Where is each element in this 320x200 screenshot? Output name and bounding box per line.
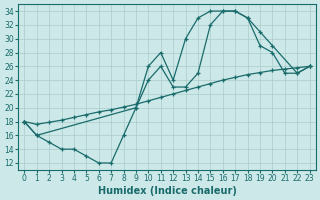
X-axis label: Humidex (Indice chaleur): Humidex (Indice chaleur) [98,186,236,196]
